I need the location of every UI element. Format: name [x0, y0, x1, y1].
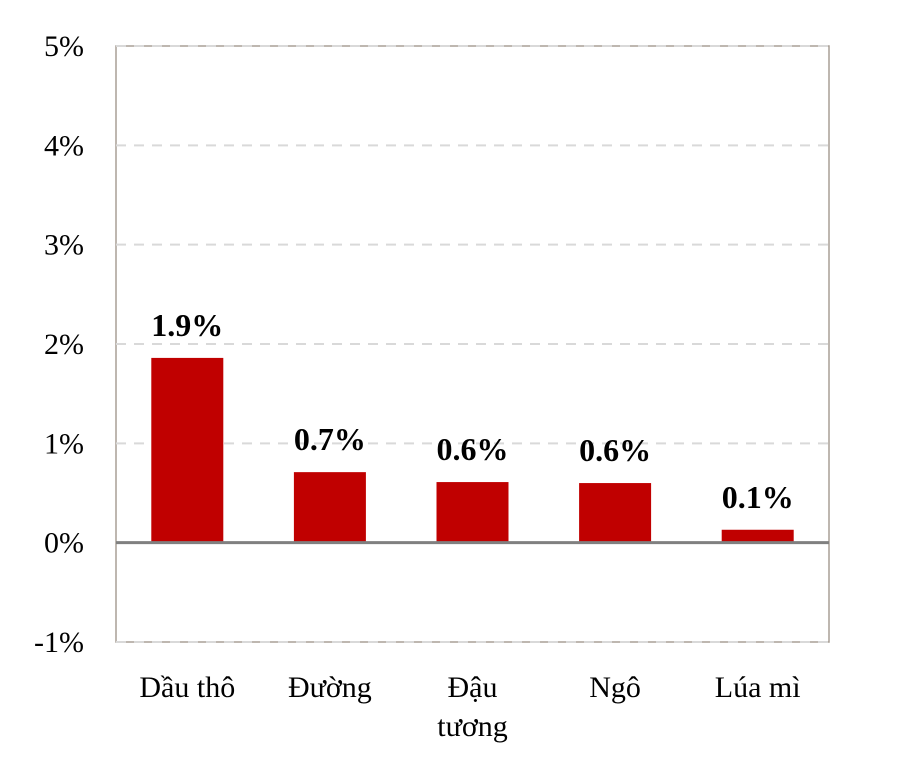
- data-label: 1.9%: [151, 307, 223, 343]
- x-category-label: Ngô: [589, 671, 641, 704]
- y-axis-labels: -1% 0% 1% 2% 3% 4% 5%: [34, 30, 84, 659]
- x-category-label: Dầu thô: [139, 671, 235, 704]
- x-category-label: Lúa mì: [715, 671, 801, 704]
- y-tick-label: 5%: [44, 30, 84, 63]
- x-category-label-line: Đậu: [448, 671, 498, 704]
- y-tick-label: -1%: [34, 626, 84, 659]
- x-category-label-line: Đường: [288, 671, 372, 704]
- x-category-label-line: tương: [437, 710, 507, 743]
- x-category-label-line: Lúa mì: [715, 671, 801, 704]
- x-axis-labels: Dầu thô Đường Đậu tương Ngô Lúa mì: [139, 671, 800, 743]
- x-category-label-line: Ngô: [589, 671, 641, 704]
- x-category-label: Đường: [288, 671, 372, 704]
- bar: [721, 529, 794, 543]
- data-label: 0.7%: [294, 421, 366, 457]
- plot-frame: [115, 45, 830, 643]
- bar: [151, 357, 224, 543]
- x-category-label: Đậu tương: [437, 671, 507, 743]
- data-label: 0.6%: [437, 431, 509, 467]
- y-tick-label: 2%: [44, 328, 84, 361]
- y-tick-label: 1%: [44, 427, 84, 460]
- data-label: 0.6%: [579, 432, 651, 468]
- bar: [436, 482, 509, 543]
- y-tick-label: 4%: [44, 129, 84, 162]
- bars: [151, 357, 794, 543]
- bar: [293, 472, 366, 543]
- data-label: 0.1%: [722, 479, 794, 515]
- data-labels: 1.9% 0.7% 0.6% 0.6% 0.1%: [151, 307, 793, 515]
- bar: [579, 483, 652, 543]
- x-category-label-line: Dầu thô: [139, 671, 235, 704]
- y-tick-label: 0%: [44, 527, 84, 560]
- gridlines: [116, 45, 829, 643]
- y-tick-label: 3%: [44, 229, 84, 262]
